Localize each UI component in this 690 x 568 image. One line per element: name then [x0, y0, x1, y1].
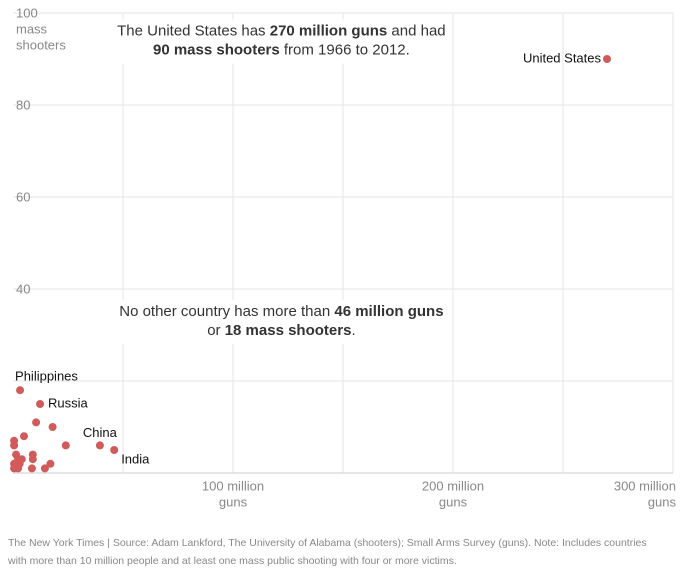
x-tick-label: 300 million: [614, 478, 676, 493]
annotation: No other country has more than 46 millio…: [119, 303, 443, 320]
x-tick-label: 100 million: [202, 478, 264, 493]
annotation-segment: 18 mass shooters: [225, 322, 352, 339]
y-tick-label: 100: [16, 5, 38, 20]
point: [36, 400, 45, 408]
point: [15, 459, 24, 468]
annotation-segment: 270 million guns: [270, 22, 388, 39]
x-unit-label: guns: [219, 494, 248, 509]
point: [95, 441, 104, 450]
x-tick-label: 200 million: [422, 478, 484, 493]
point: [61, 441, 70, 450]
point: [20, 432, 28, 441]
annotation-bg: [111, 19, 452, 64]
point: [40, 464, 49, 473]
point: [32, 418, 41, 427]
annotation: or 18 mass shooters.: [207, 322, 355, 339]
annotation-segment: or: [207, 322, 225, 339]
point: [603, 55, 611, 63]
annotation-segment: from 1966 to 2012.: [280, 41, 410, 58]
footer: with more than 10 million people and at …: [7, 555, 457, 567]
point: [16, 386, 25, 395]
point: [110, 446, 119, 454]
annotation: The United States has 270 million guns a…: [117, 22, 446, 39]
footer: The New York Times | Source: Adam Lankfo…: [8, 537, 647, 549]
annotation-segment: and had: [387, 22, 445, 39]
y-axis-label: mass: [16, 21, 48, 36]
point-label: United States: [523, 50, 602, 65]
point: [28, 455, 37, 464]
y-tick-label: 80: [16, 97, 30, 112]
annotation-bg: [111, 300, 452, 344]
annotation-segment: .: [351, 322, 355, 339]
annotation-segment: The United States has: [117, 22, 270, 39]
y-tick-label: 60: [16, 189, 30, 204]
point: [10, 441, 19, 450]
annotation: 90 mass shooters from 1966 to 2012.: [153, 41, 410, 58]
point-label: India: [121, 451, 150, 466]
annotation-segment: 46 million guns: [334, 303, 443, 320]
point: [46, 459, 55, 468]
annotation-segment: 90 mass shooters: [153, 41, 280, 58]
annotation-segment: No other country has more than: [119, 303, 334, 320]
point: [48, 423, 57, 431]
point-label: Philippines: [15, 369, 78, 384]
y-axis-label: shooters: [16, 37, 66, 52]
x-unit-label: guns: [648, 494, 677, 509]
point-label: Russia: [48, 395, 89, 410]
point-label: China: [83, 425, 118, 440]
point: [10, 464, 19, 473]
y-tick-label: 40: [16, 281, 30, 296]
point: [27, 464, 36, 473]
x-unit-label: guns: [439, 494, 468, 509]
